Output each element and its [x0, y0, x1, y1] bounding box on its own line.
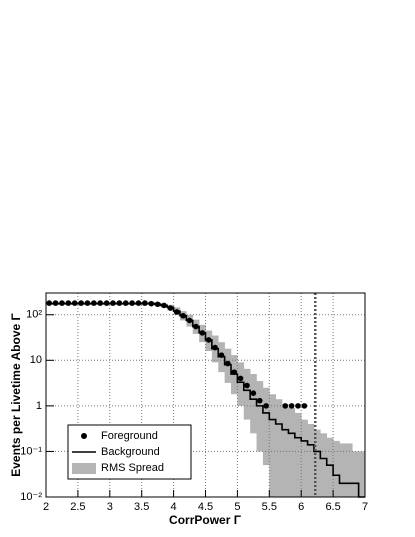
foreground-point [212, 344, 218, 351]
foreground-point [71, 300, 78, 306]
rms-band [345, 443, 353, 497]
foreground-point [237, 375, 244, 382]
x-tick-label: 2.5 [70, 501, 85, 513]
foreground-point [52, 300, 59, 306]
foreground-point [244, 382, 250, 389]
foreground-point [97, 300, 104, 306]
y-tick-label: 1 [36, 400, 42, 412]
foreground-point [167, 305, 174, 311]
x-axis-label: CorrPower Γ [169, 513, 242, 527]
x-tick-label: 6.5 [325, 501, 340, 513]
rms-band [358, 451, 366, 497]
x-tick-label: 2 [43, 501, 49, 513]
foreground-point [110, 300, 116, 306]
foreground-point [148, 300, 155, 307]
foreground-point [84, 300, 91, 306]
foreground-point [250, 390, 257, 396]
foreground-point [263, 403, 269, 409]
foreground-point [225, 360, 231, 367]
legend-marker [72, 463, 96, 474]
foreground-point [218, 352, 225, 358]
foreground-point [154, 301, 161, 308]
foreground-point [256, 397, 263, 404]
foreground-point [116, 300, 123, 306]
foreground-point [186, 317, 193, 324]
x-tick-label: 5.5 [262, 501, 277, 513]
foreground-point [135, 300, 142, 306]
x-tick-label: 3 [107, 501, 113, 513]
foreground-point [193, 323, 199, 330]
x-tick-label: 6 [298, 501, 304, 513]
y-tick-label: 10⁻¹ [20, 445, 42, 457]
rms-band [288, 407, 296, 497]
rms-band [307, 424, 315, 497]
foreground-point [199, 330, 206, 336]
rms-band [256, 381, 264, 452]
rms-band [313, 429, 321, 497]
y-tick-label: 10⁻² [20, 491, 42, 503]
rms-band [333, 440, 340, 497]
x-tick-label: 7 [362, 501, 368, 513]
rms-band [326, 437, 334, 497]
x-tick-label: 3.5 [134, 501, 149, 513]
rms-band [294, 412, 302, 497]
foreground-point [46, 300, 52, 306]
foreground-point [122, 300, 129, 306]
foreground-point [65, 300, 72, 306]
rms-band [339, 443, 347, 497]
rms-band [282, 403, 289, 497]
foreground-point [142, 300, 148, 306]
foreground-point [59, 300, 65, 306]
rms-band [243, 368, 251, 420]
rms-band [301, 419, 308, 497]
foreground-point [288, 403, 295, 409]
foreground-point [91, 300, 97, 306]
foreground-point [282, 403, 289, 409]
y-tick-label: 10² [26, 309, 42, 321]
foreground-point [205, 337, 212, 343]
rms-band [269, 394, 276, 497]
rms-band [275, 399, 283, 497]
foreground-point [103, 300, 110, 306]
foreground-point [180, 312, 186, 319]
x-tick-label: 5 [234, 501, 240, 513]
foreground-point [173, 309, 180, 315]
rms-band [320, 433, 328, 497]
foreground-point [161, 302, 167, 309]
x-tick-label: 4.5 [198, 501, 213, 513]
rms-band [352, 451, 359, 497]
rms-band [237, 362, 245, 406]
x-tick-label: 4 [171, 501, 177, 513]
foreground-point [295, 403, 301, 409]
rms-band [262, 387, 270, 466]
y-axis-label: Events per Livetime Above Γ [9, 312, 23, 476]
foreground-point [78, 300, 84, 306]
legend-marker [81, 433, 87, 439]
foreground-point [301, 403, 308, 409]
rms-band [250, 374, 257, 434]
legend-label: Background [101, 446, 160, 458]
legend-label: Foreground [101, 430, 158, 442]
y-tick-label: 10 [30, 354, 42, 366]
foreground-point [129, 300, 135, 306]
foreground-point [231, 369, 238, 375]
legend-label: RMS Spread [101, 462, 164, 474]
